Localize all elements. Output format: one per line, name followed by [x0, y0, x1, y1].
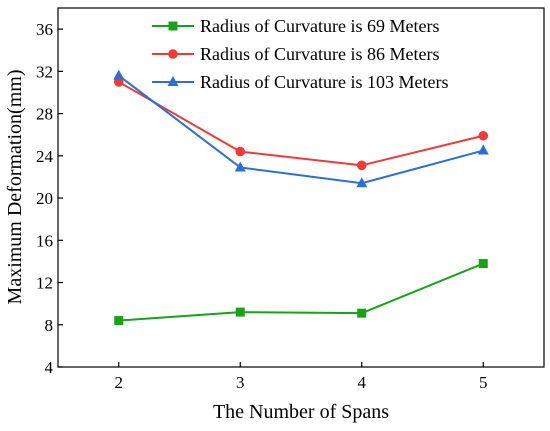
y-tick-label: 28	[36, 105, 53, 124]
y-tick-label: 8	[45, 316, 54, 335]
y-tick-label: 20	[36, 189, 53, 208]
plot-frame	[57, 7, 545, 368]
x-tick-label: 3	[236, 373, 245, 392]
y-tick-label: 32	[36, 62, 53, 81]
data-point	[357, 308, 367, 318]
x-tick-label: 5	[479, 373, 488, 392]
legend-entry: Radius of Curvature is 103 Meters	[152, 72, 448, 92]
x-tick-label: 2	[115, 373, 124, 392]
data-point	[478, 259, 488, 269]
legend-entry: Radius of Curvature is 86 Meters	[152, 44, 439, 64]
data-point	[234, 161, 246, 172]
legend-marker	[168, 21, 178, 31]
data-point	[477, 144, 489, 155]
series-3	[113, 69, 489, 188]
legend-marker	[167, 76, 179, 86]
x-axis: 2 3 4 5	[115, 362, 488, 392]
legend-entry: Radius of Curvature is 69 Meters	[152, 16, 439, 36]
series-line	[118, 74, 484, 185]
data-point	[113, 69, 125, 80]
data-point	[114, 316, 124, 326]
x-tick-label: 4	[358, 373, 367, 392]
y-axis-title: Maximum Deformation(mm)	[4, 70, 26, 305]
legend-label: Radius of Curvature is 86 Meters	[200, 44, 439, 64]
y-tick-label: 24	[36, 147, 54, 166]
x-axis-title: The Number of Spans	[213, 401, 389, 423]
series-line	[118, 262, 484, 322]
series-layer	[113, 69, 489, 326]
y-tick-label: 4	[45, 358, 54, 377]
legend-label: Radius of Curvature is 103 Meters	[200, 72, 448, 92]
data-point	[235, 146, 246, 157]
data-point	[235, 307, 245, 317]
y-tick-label: 16	[36, 231, 53, 250]
legend-label: Radius of Curvature is 69 Meters	[200, 16, 439, 36]
y-tick-label: 12	[36, 274, 53, 293]
y-tick-label: 36	[36, 20, 53, 39]
legend: Radius of Curvature is 69 Meters Radius o…	[152, 16, 448, 92]
y-axis: 4 8 12 16 20 24 28 32 36	[36, 20, 63, 377]
series-1	[114, 259, 488, 326]
legend-marker	[168, 49, 178, 59]
data-point	[478, 130, 489, 141]
series-line	[118, 81, 484, 167]
data-point	[356, 177, 368, 188]
data-point	[356, 160, 367, 171]
